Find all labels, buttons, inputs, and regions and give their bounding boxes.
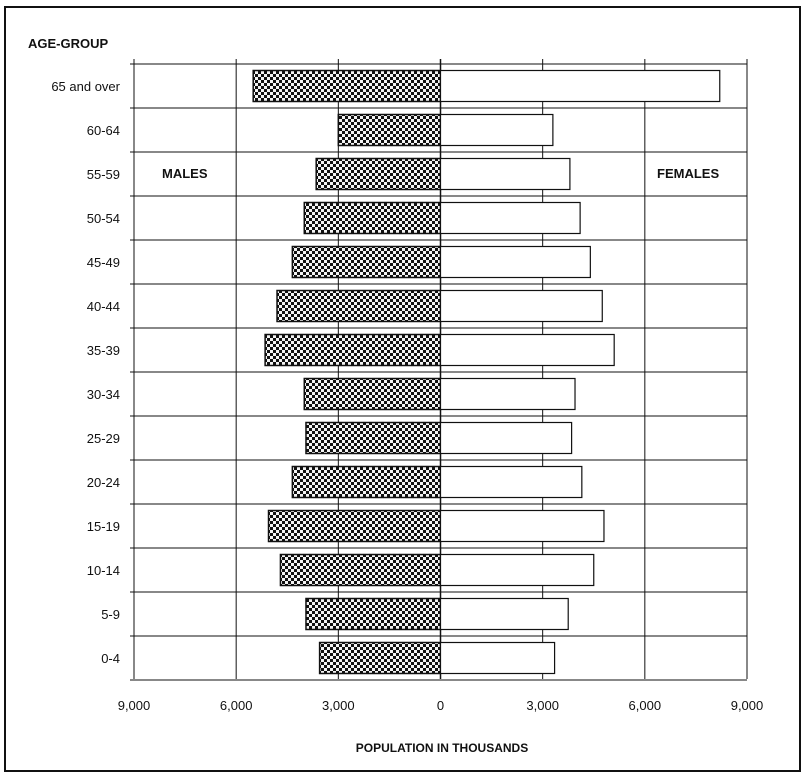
category-label: 25-29 bbox=[87, 431, 120, 446]
bar-males-2 bbox=[315, 157, 442, 191]
bar-males-6 bbox=[264, 333, 442, 367]
category-label: 50-54 bbox=[87, 211, 120, 226]
x-tick-label: 9,000 bbox=[118, 698, 151, 713]
bar-females-7 bbox=[439, 377, 576, 411]
bar-males-10 bbox=[267, 509, 442, 543]
x-tick-labels: 9,000 6,000 3,000 0 3,000 6,000 9,000 bbox=[118, 698, 764, 713]
bar-males-7 bbox=[303, 377, 442, 411]
x-axis-label: POPULATION IN THOUSANDS bbox=[356, 741, 528, 755]
category-label: 55-59 bbox=[87, 167, 120, 182]
category-label: 45-49 bbox=[87, 255, 120, 270]
grid-lines bbox=[130, 59, 748, 681]
bar-females-4 bbox=[439, 245, 591, 279]
category-labels: 65 and over 60-64 55-59 50-54 45-49 40-44 35-3… bbox=[51, 79, 120, 666]
bar-females-5 bbox=[439, 289, 603, 323]
population-pyramid-chart: AGE-GROUP 65 and over 60-64 55-59 50-54 45-4… bbox=[28, 36, 764, 755]
bar-males-4 bbox=[291, 245, 442, 279]
category-label: 60-64 bbox=[87, 123, 120, 138]
category-label: 5-9 bbox=[101, 607, 120, 622]
bar-females-8 bbox=[439, 421, 573, 455]
x-tick-label: 0 bbox=[437, 698, 444, 713]
bar-males-5 bbox=[276, 289, 442, 323]
y-axis-title: AGE-GROUP bbox=[28, 36, 109, 51]
x-tick-label: 6,000 bbox=[629, 698, 662, 713]
bar-females-13 bbox=[439, 641, 556, 675]
bars bbox=[252, 69, 721, 675]
bar-females-2 bbox=[439, 157, 571, 191]
bar-males-8 bbox=[305, 421, 442, 455]
bar-females-0 bbox=[439, 69, 721, 103]
category-label: 20-24 bbox=[87, 475, 120, 490]
category-label: 15-19 bbox=[87, 519, 120, 534]
bar-females-10 bbox=[439, 509, 605, 543]
bar-females-9 bbox=[439, 465, 583, 499]
bar-males-3 bbox=[303, 201, 442, 235]
bar-females-11 bbox=[439, 553, 595, 587]
chart-frame: AGE-GROUP 65 and over 60-64 55-59 50-54 45-4… bbox=[4, 6, 801, 772]
x-tick-label: 3,000 bbox=[526, 698, 559, 713]
x-tick-label: 6,000 bbox=[220, 698, 253, 713]
category-label: 10-14 bbox=[87, 563, 120, 578]
bar-males-12 bbox=[305, 597, 442, 631]
category-label: 40-44 bbox=[87, 299, 120, 314]
bar-females-6 bbox=[439, 333, 615, 367]
x-tick-label: 9,000 bbox=[731, 698, 764, 713]
females-label: FEMALES bbox=[657, 166, 719, 181]
x-tick-label: 3,000 bbox=[322, 698, 355, 713]
category-label: 30-34 bbox=[87, 387, 120, 402]
bar-females-12 bbox=[439, 597, 569, 631]
bar-males-13 bbox=[318, 641, 442, 675]
bar-females-1 bbox=[439, 113, 554, 147]
bar-females-3 bbox=[439, 201, 581, 235]
bar-males-1 bbox=[337, 113, 442, 147]
category-label: 35-39 bbox=[87, 343, 120, 358]
bar-males-0 bbox=[252, 69, 442, 103]
males-label: MALES bbox=[162, 166, 208, 181]
bar-males-11 bbox=[279, 553, 442, 587]
bar-males-9 bbox=[291, 465, 442, 499]
category-label: 0-4 bbox=[101, 651, 120, 666]
category-label: 65 and over bbox=[51, 79, 120, 94]
